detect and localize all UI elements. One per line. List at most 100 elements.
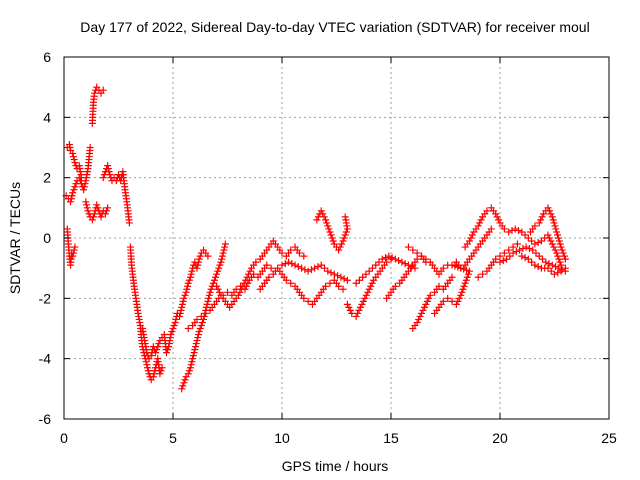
data-point bbox=[415, 315, 423, 323]
data-point bbox=[518, 252, 526, 260]
data-point bbox=[188, 358, 196, 366]
data-point bbox=[525, 245, 533, 253]
data-point bbox=[558, 246, 566, 254]
data-point bbox=[195, 255, 203, 263]
data-point bbox=[184, 325, 192, 332]
data-point bbox=[368, 279, 376, 287]
data-point bbox=[518, 228, 526, 236]
data-point bbox=[500, 225, 508, 233]
data-point bbox=[221, 243, 229, 251]
data-point bbox=[375, 258, 383, 266]
data-point bbox=[83, 201, 91, 209]
data-point bbox=[242, 276, 250, 284]
data-point bbox=[531, 240, 539, 248]
data-point bbox=[408, 263, 416, 271]
data-point bbox=[383, 258, 391, 266]
data-point bbox=[409, 246, 417, 254]
data-point bbox=[398, 258, 406, 266]
data-point bbox=[334, 272, 342, 280]
data-point bbox=[538, 213, 546, 221]
data-point bbox=[295, 249, 303, 257]
data-point bbox=[82, 198, 90, 206]
data-point bbox=[391, 282, 399, 290]
data-point bbox=[171, 318, 179, 326]
data-point bbox=[550, 219, 558, 227]
data-point bbox=[158, 364, 166, 372]
data-point bbox=[105, 168, 113, 176]
data-point bbox=[192, 343, 200, 351]
data-point bbox=[547, 267, 555, 275]
data-point bbox=[307, 266, 315, 274]
x-tick-label: 25 bbox=[601, 430, 617, 446]
data-point bbox=[319, 210, 327, 218]
data-point bbox=[359, 297, 367, 305]
data-point bbox=[219, 249, 227, 257]
data-point bbox=[359, 273, 367, 281]
data-point bbox=[68, 192, 76, 200]
data-point bbox=[94, 204, 102, 212]
data-point bbox=[420, 303, 428, 311]
data-point bbox=[203, 300, 211, 308]
data-point bbox=[91, 89, 99, 97]
data-point bbox=[467, 234, 475, 242]
data-point bbox=[364, 288, 372, 296]
data-point bbox=[69, 189, 77, 197]
data-point bbox=[499, 257, 507, 265]
data-point bbox=[535, 219, 543, 227]
data-point bbox=[213, 282, 221, 290]
data-point bbox=[196, 325, 204, 332]
data-point bbox=[220, 246, 228, 254]
data-point bbox=[506, 252, 514, 260]
data-point bbox=[365, 285, 373, 293]
data-point bbox=[354, 309, 362, 317]
data-point bbox=[553, 249, 561, 257]
data-point bbox=[557, 261, 565, 269]
data-point bbox=[67, 195, 75, 203]
data-point bbox=[154, 343, 162, 351]
data-point bbox=[156, 370, 164, 378]
data-point bbox=[537, 216, 545, 224]
data-point bbox=[343, 276, 351, 284]
data-point bbox=[83, 204, 91, 212]
data-point bbox=[559, 249, 567, 257]
data-point bbox=[329, 237, 337, 245]
data-point bbox=[204, 297, 212, 305]
data-point bbox=[529, 246, 537, 254]
data-point bbox=[321, 264, 329, 272]
data-point bbox=[544, 264, 552, 272]
data-point bbox=[97, 213, 105, 221]
data-point bbox=[493, 213, 501, 221]
data-point bbox=[343, 300, 351, 308]
data-point bbox=[99, 86, 107, 94]
data-point bbox=[460, 282, 468, 290]
data-point bbox=[362, 270, 370, 278]
data-point bbox=[89, 213, 97, 221]
data-point bbox=[281, 260, 289, 268]
data-point bbox=[205, 294, 213, 302]
data-point bbox=[422, 255, 430, 263]
data-point bbox=[555, 237, 563, 245]
data-point bbox=[561, 264, 569, 272]
data-point bbox=[549, 216, 557, 224]
data-point bbox=[210, 276, 218, 284]
data-point bbox=[382, 254, 390, 262]
data-point bbox=[184, 279, 192, 287]
data-point bbox=[531, 222, 539, 230]
data-point bbox=[448, 273, 456, 281]
data-point bbox=[339, 285, 347, 293]
data-point bbox=[367, 282, 375, 290]
data-point bbox=[181, 376, 189, 384]
data-point bbox=[93, 201, 101, 209]
data-point bbox=[188, 267, 196, 275]
data-point bbox=[125, 219, 133, 227]
data-point bbox=[426, 291, 434, 299]
data-point bbox=[537, 237, 545, 245]
data-point bbox=[179, 297, 187, 305]
data-point bbox=[99, 174, 107, 182]
data-point bbox=[561, 255, 569, 263]
data-point bbox=[336, 243, 344, 251]
data-point bbox=[106, 171, 114, 179]
data-point bbox=[149, 373, 157, 381]
data-point bbox=[243, 273, 251, 281]
